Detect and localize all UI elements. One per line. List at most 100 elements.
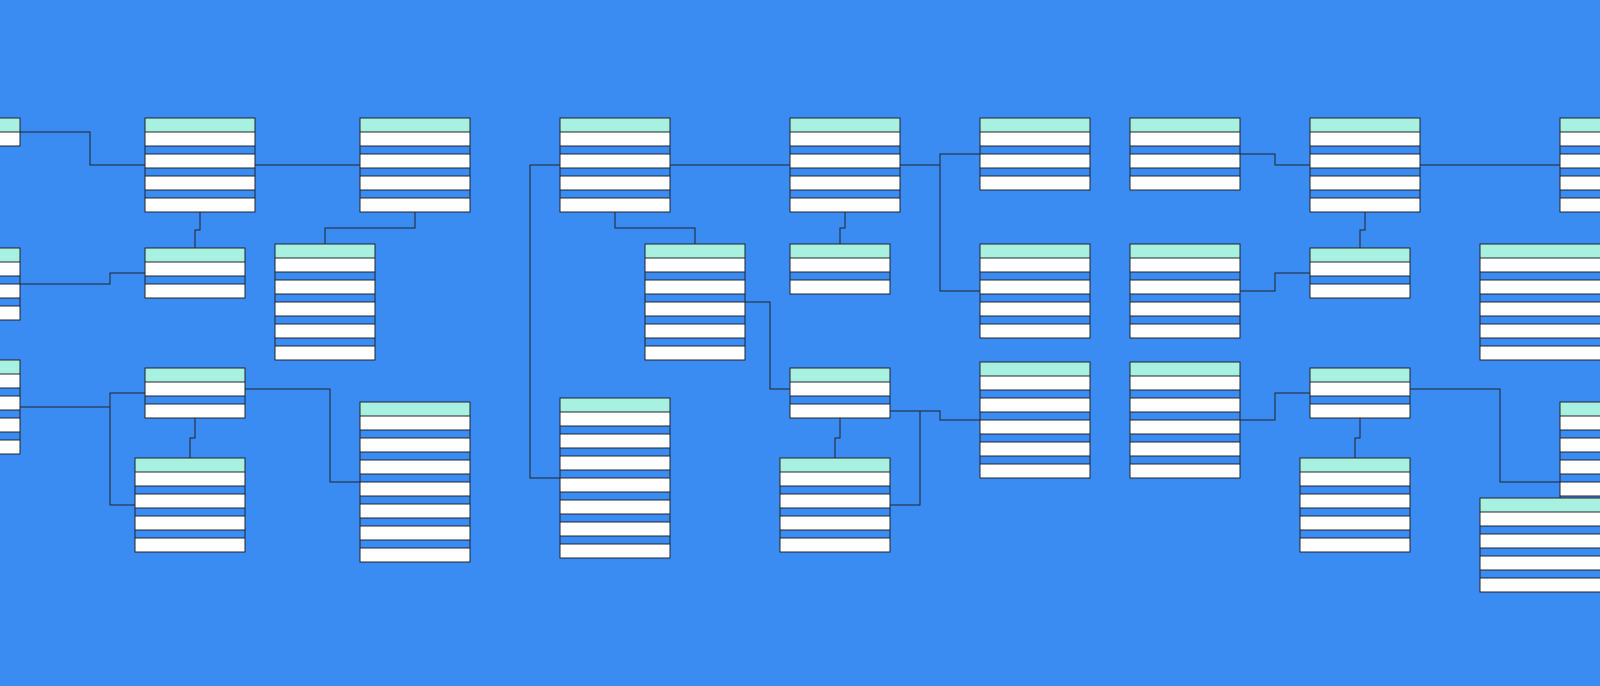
table-row	[0, 132, 20, 146]
table-row	[275, 324, 375, 338]
table-row	[1560, 154, 1600, 168]
table-row	[980, 376, 1090, 390]
table-row	[0, 306, 20, 320]
table-row	[1310, 198, 1420, 212]
entity-table	[1480, 498, 1600, 592]
table-row	[1560, 460, 1600, 474]
table-header	[790, 244, 890, 258]
table-header	[360, 118, 470, 132]
table-row	[1480, 302, 1600, 316]
table-header	[980, 118, 1090, 132]
table-header	[0, 118, 20, 132]
table-row	[145, 262, 245, 276]
table-header	[560, 118, 670, 132]
table-row	[0, 418, 20, 432]
table-row	[1130, 464, 1240, 478]
table-row	[980, 464, 1090, 478]
entity-table	[1310, 368, 1410, 418]
table-header	[145, 118, 255, 132]
table-row	[980, 154, 1090, 168]
table-row	[980, 324, 1090, 338]
table-row	[645, 324, 745, 338]
entity-table	[980, 362, 1090, 478]
table-row	[1300, 472, 1410, 486]
table-row	[1300, 516, 1410, 530]
table-row	[145, 154, 255, 168]
table-row	[1310, 284, 1410, 298]
table-row	[790, 382, 890, 396]
entity-table	[1130, 118, 1240, 190]
table-row	[360, 482, 470, 496]
table-header	[790, 368, 890, 382]
table-row	[780, 516, 890, 530]
entity-table	[980, 244, 1090, 338]
entity-table	[560, 118, 670, 212]
table-row	[645, 346, 745, 360]
table-row	[275, 258, 375, 272]
table-row	[1480, 324, 1600, 338]
entity-table	[145, 248, 245, 298]
table-row	[1480, 556, 1600, 570]
table-row	[1560, 176, 1600, 190]
table-row	[145, 382, 245, 396]
table-row	[1130, 154, 1240, 168]
table-row	[1310, 262, 1410, 276]
entity-table	[0, 118, 20, 146]
entity-table	[1560, 118, 1600, 212]
table-row	[360, 438, 470, 452]
table-row	[790, 176, 900, 190]
table-header	[1480, 244, 1600, 258]
table-header	[145, 368, 245, 382]
table-row	[790, 132, 900, 146]
entity-table	[360, 118, 470, 212]
table-row	[360, 154, 470, 168]
table-header	[360, 402, 470, 416]
table-row	[145, 198, 255, 212]
entity-table	[1310, 248, 1410, 298]
entity-table	[1310, 118, 1420, 212]
table-row	[790, 258, 890, 272]
table-header	[980, 244, 1090, 258]
entity-table	[790, 368, 890, 418]
table-row	[1560, 438, 1600, 452]
table-row	[135, 494, 245, 508]
table-row	[1130, 132, 1240, 146]
table-row	[135, 472, 245, 486]
table-row	[360, 548, 470, 562]
table-row	[980, 302, 1090, 316]
table-row	[560, 198, 670, 212]
table-row	[560, 478, 670, 492]
table-header	[1310, 118, 1420, 132]
entity-table	[780, 458, 890, 552]
table-row	[1310, 404, 1410, 418]
table-header	[135, 458, 245, 472]
entity-table	[1480, 244, 1600, 360]
table-header	[1130, 118, 1240, 132]
table-row	[1310, 382, 1410, 396]
table-row	[560, 154, 670, 168]
entity-table	[1300, 458, 1410, 552]
table-row	[980, 420, 1090, 434]
table-row	[1130, 398, 1240, 412]
table-row	[1310, 154, 1420, 168]
entity-table	[790, 118, 900, 212]
table-row	[780, 494, 890, 508]
entity-table	[560, 398, 670, 558]
table-row	[1560, 416, 1600, 430]
table-header	[1560, 118, 1600, 132]
table-row	[135, 516, 245, 530]
table-row	[1130, 324, 1240, 338]
table-header	[1310, 368, 1410, 382]
table-row	[560, 132, 670, 146]
table-row	[645, 280, 745, 294]
table-row	[360, 176, 470, 190]
table-row	[790, 404, 890, 418]
entity-table	[135, 458, 245, 552]
erd-diagram	[0, 0, 1600, 686]
table-row	[780, 472, 890, 486]
table-row	[560, 456, 670, 470]
table-row	[1480, 512, 1600, 526]
table-row	[1130, 420, 1240, 434]
table-row	[560, 500, 670, 514]
table-row	[980, 398, 1090, 412]
